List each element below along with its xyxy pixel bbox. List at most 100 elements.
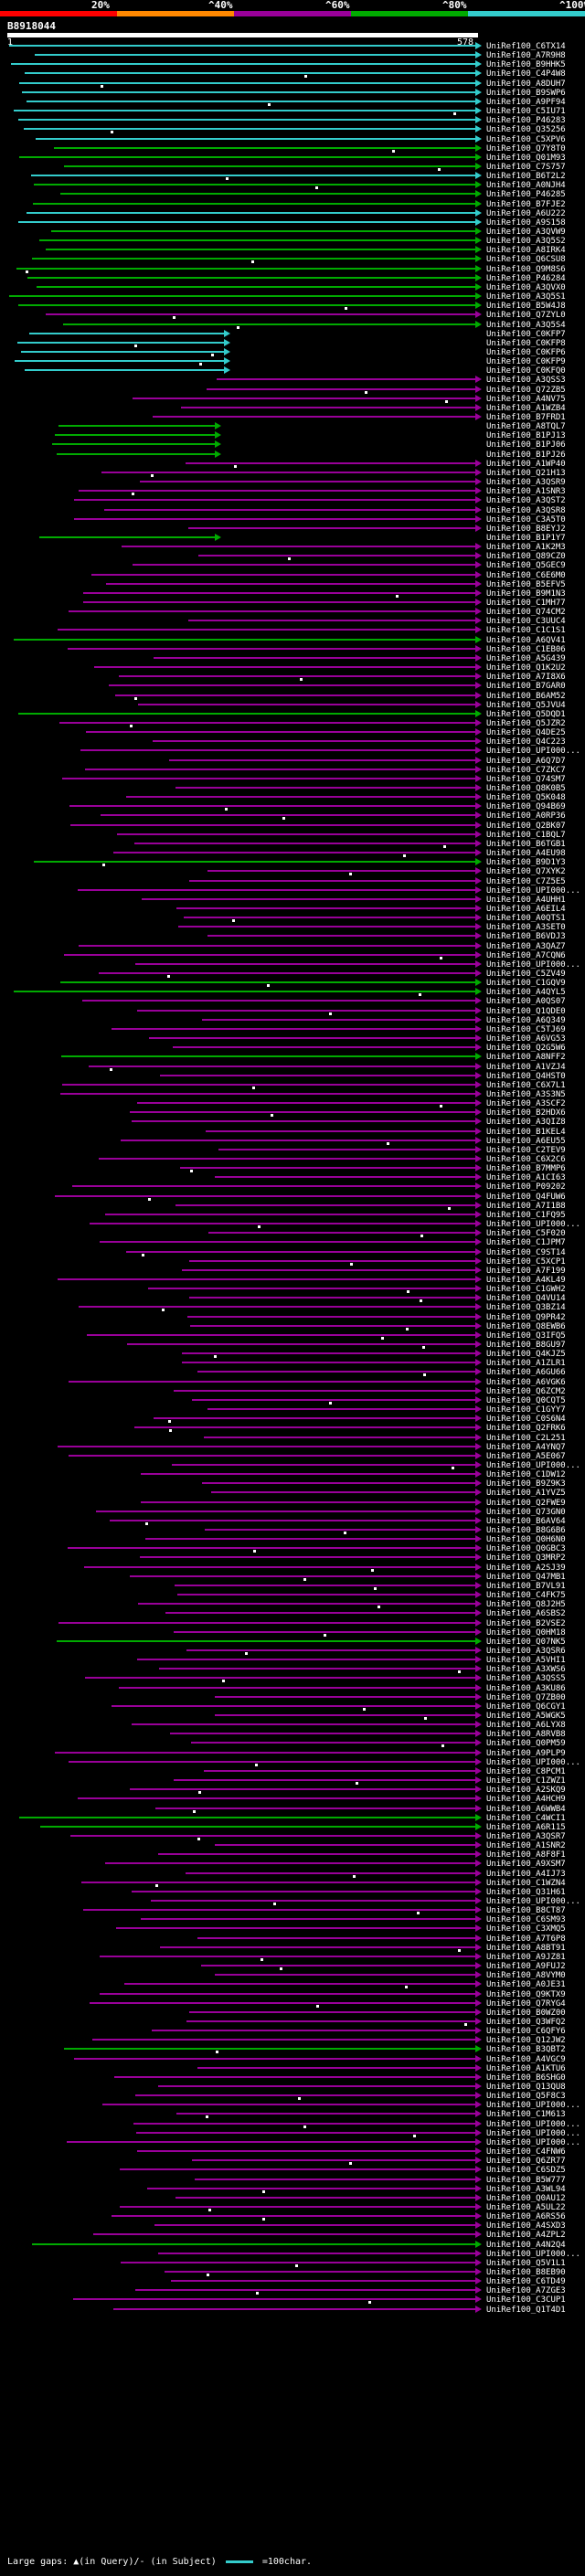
hit-label[interactable]: UniRef100_Q89CZ0 [486,552,566,562]
hit-alignment-line[interactable] [31,175,475,177]
hit-alignment-line[interactable] [188,879,475,882]
hit-label[interactable]: UniRef100_C6SM93 [486,1915,566,1925]
hit-label[interactable]: UniRef100_A1K2M3 [486,543,566,553]
hit-label[interactable]: UniRef100_Q13QU8 [486,2083,566,2092]
hit-alignment-line[interactable] [173,1046,475,1049]
hit-alignment-line[interactable] [46,313,475,316]
hit-alignment-line[interactable] [170,1733,475,1735]
hit-alignment-line[interactable] [59,981,475,984]
hit-alignment-line[interactable] [28,332,224,334]
hit-label[interactable]: UniRef100_Q6ZR77 [486,2157,566,2167]
hit-label[interactable]: UniRef100_A3Q5S1 [486,292,566,302]
hit-label[interactable]: UniRef100_C5XCP1 [486,1256,566,1267]
hit-alignment-line[interactable] [63,323,475,325]
hit-label[interactable]: UniRef100_A7I1B8 [486,1201,566,1211]
hit-label[interactable]: UniRef100_C8PCM1 [486,1766,566,1776]
hit-alignment-line[interactable] [208,1232,475,1235]
hit-label[interactable]: UniRef100_P46285 [486,190,566,200]
hit-alignment-line[interactable] [200,1965,475,1967]
hit-alignment-line[interactable] [120,2168,475,2171]
hit-alignment-line[interactable] [150,1900,475,1902]
hit-label[interactable]: UniRef100_A7I8X6 [486,673,566,683]
hit-alignment-line[interactable] [45,249,475,251]
hit-alignment-line[interactable] [170,2280,475,2283]
hit-label[interactable]: UniRef100_A6LYX8 [486,1721,566,1731]
hit-alignment-line[interactable] [58,629,475,631]
hit-label[interactable]: UniRef100_B7GAR0 [486,682,566,692]
hit-label[interactable]: UniRef100_C6SDZ5 [486,2166,566,2176]
hit-label[interactable]: UniRef100_A6U222 [486,208,566,218]
hit-label[interactable]: UniRef100_C1GQV9 [486,979,566,989]
hit-alignment-line[interactable] [27,211,475,214]
hit-label[interactable]: UniRef100_Q7ZYL0 [486,311,566,321]
hit-label[interactable]: UniRef100_B5W4J8 [486,302,566,312]
hit-label[interactable]: UniRef100_Q0GBC3 [486,1544,566,1554]
hit-alignment-line[interactable] [21,90,475,93]
hit-alignment-line[interactable] [132,397,475,399]
hit-alignment-line[interactable] [100,814,475,817]
hit-label[interactable]: UniRef100_C0KFP9 [486,357,566,367]
hit-label[interactable]: UniRef100_B1PJ06 [486,440,566,451]
hit-label[interactable]: UniRef100_A3QSS5 [486,1674,566,1684]
hit-alignment-line[interactable] [160,1945,475,1948]
hit-alignment-line[interactable] [215,1844,475,1847]
hit-label[interactable]: UniRef100_A2SKQ9 [486,1786,566,1796]
hit-alignment-line[interactable] [91,573,475,576]
hit-alignment-line[interactable] [205,1129,475,1132]
hit-alignment-line[interactable] [139,481,475,483]
hit-alignment-line[interactable] [113,852,475,854]
hit-alignment-line[interactable] [79,944,475,947]
hit-alignment-line[interactable] [153,740,475,743]
hit-alignment-line[interactable] [125,796,475,799]
hit-label[interactable]: UniRef100_B7MMP6 [486,1164,566,1174]
hit-alignment-line[interactable] [125,1250,475,1253]
hit-label[interactable]: UniRef100_C6X2C6 [486,1155,566,1164]
hit-label[interactable]: UniRef100_A9FUJ2 [486,1962,566,1972]
hit-alignment-line[interactable] [99,1992,475,1995]
hit-alignment-line[interactable] [55,1194,475,1197]
hit-alignment-line[interactable] [105,582,475,585]
hit-label[interactable]: UniRef100_A4SXD3 [486,2221,566,2231]
hit-label[interactable]: UniRef100_A3QSR7 [486,1831,566,1841]
hit-label[interactable]: UniRef100_Q3WFQ2 [486,2017,566,2027]
hit-alignment-line[interactable] [140,1918,475,1921]
hit-alignment-line[interactable] [175,1203,475,1206]
hit-alignment-line[interactable] [168,758,475,761]
hit-alignment-line[interactable] [9,295,475,298]
hit-alignment-line[interactable] [73,517,475,520]
hit-label[interactable]: UniRef100_B8GU97 [486,1341,566,1350]
hit-alignment-line[interactable] [132,1120,475,1123]
hit-label[interactable]: UniRef100_A3Q5S4 [486,320,566,330]
hit-alignment-line[interactable] [55,1751,475,1754]
hit-label[interactable]: UniRef100_A5E067 [486,1451,566,1461]
hit-label[interactable]: UniRef100_A6Q349 [486,1015,566,1025]
hit-label[interactable]: UniRef100_C0S6N4 [486,1415,566,1425]
hit-label[interactable]: UniRef100_B6SHG0 [486,2072,566,2083]
hit-label[interactable]: UniRef100_C3XMQ5 [486,1924,566,1935]
hit-label[interactable]: UniRef100_Q72ZB5 [486,385,566,395]
hit-alignment-line[interactable] [18,155,475,158]
hit-alignment-line[interactable] [129,1574,475,1577]
hit-label[interactable]: UniRef100_A3QIZ8 [486,1118,566,1128]
hit-alignment-line[interactable] [153,656,475,659]
hit-label[interactable]: UniRef100_C7S757 [486,162,566,172]
hit-label[interactable]: UniRef100_B9SWP6 [486,88,566,98]
hit-label[interactable]: UniRef100_C3UUC4 [486,617,566,627]
hit-label[interactable]: UniRef100_Q0PM59 [486,1739,566,1749]
hit-label[interactable]: UniRef100_Q1T4D1 [486,2305,566,2315]
hit-alignment-line[interactable] [85,768,475,770]
hit-alignment-line[interactable] [68,1380,475,1383]
hit-label[interactable]: UniRef100_B7FRD1 [486,413,566,422]
hit-alignment-line[interactable] [52,443,215,446]
hit-label[interactable]: UniRef100_A6GU66 [486,1368,566,1378]
hit-alignment-line[interactable] [111,1027,475,1030]
hit-label[interactable]: UniRef100_A7T6P8 [486,1934,566,1944]
hit-alignment-line[interactable] [39,239,475,242]
hit-alignment-line[interactable] [96,1510,475,1512]
hit-label[interactable]: UniRef100_B1KEL4 [486,1127,566,1137]
hit-alignment-line[interactable] [115,694,475,696]
hit-alignment-line[interactable] [154,1417,475,1420]
hit-label[interactable]: UniRef100_A2SJ39 [486,1563,566,1573]
hit-label[interactable]: UniRef100_A9S158 [486,217,566,228]
hit-label[interactable]: UniRef100_Q9M8S6 [486,264,566,274]
